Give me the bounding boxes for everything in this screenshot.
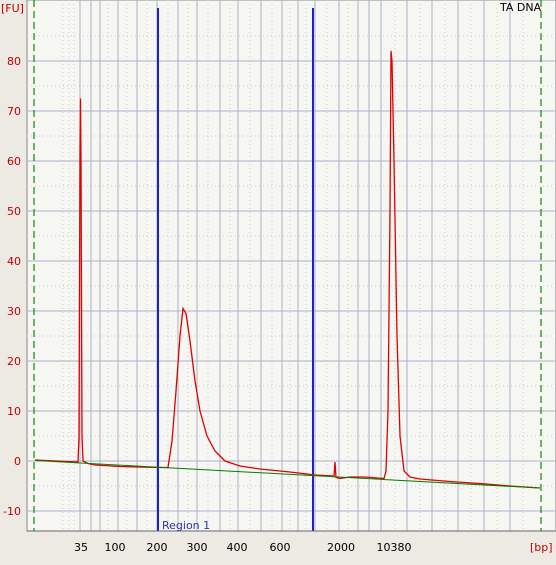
x-tick-label: 2000 — [327, 541, 355, 554]
y-axis-labels: -10 0 10 20 30 40 50 60 70 80 — [3, 55, 21, 518]
y-tick-label: 30 — [7, 305, 21, 318]
y-tick-label: 80 — [7, 55, 21, 68]
y-tick-label: -10 — [3, 505, 21, 518]
plot-area — [26, 0, 556, 532]
chart-title: TA DNA — [499, 1, 542, 14]
x-axis-labels: 35 100 200 300 400 600 2000 10380 — [74, 541, 412, 554]
y-tick-label: 0 — [14, 455, 21, 468]
x-unit-label: [bp] — [530, 541, 553, 554]
y-tick-label: 70 — [7, 105, 21, 118]
x-tick-label: 300 — [187, 541, 208, 554]
y-tick-label: 60 — [7, 155, 21, 168]
y-unit-label: [FU] — [1, 2, 24, 15]
y-tick-label: 50 — [7, 205, 21, 218]
plot-frame — [27, 0, 556, 532]
x-tick-label: 600 — [270, 541, 291, 554]
y-tick-label: 20 — [7, 355, 21, 368]
baseline-trace — [34, 460, 541, 489]
x-tick-label: 200 — [147, 541, 168, 554]
region-label: Region 1 — [162, 519, 210, 532]
data-traces — [34, 50, 541, 489]
x-tick-label: 400 — [227, 541, 248, 554]
x-tick-label: 10380 — [377, 541, 412, 554]
y-tick-label: 40 — [7, 255, 21, 268]
x-tick-label: 100 — [105, 541, 126, 554]
x-tick-label: 35 — [74, 541, 88, 554]
y-tick-label: 10 — [7, 405, 21, 418]
grid-lines — [27, 0, 556, 531]
